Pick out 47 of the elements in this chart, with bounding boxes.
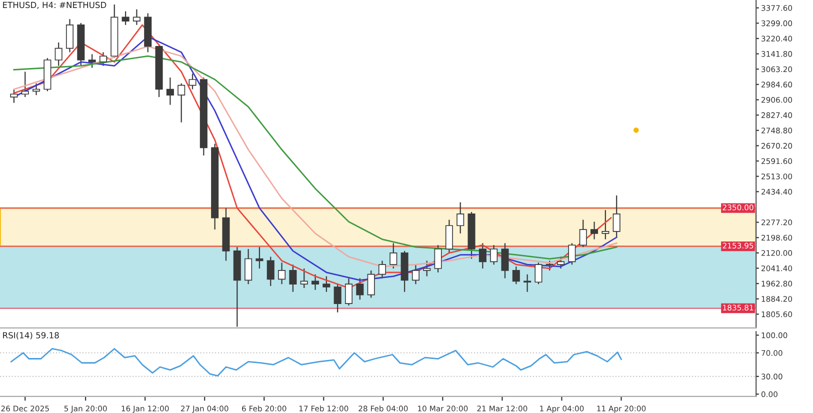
candlestick	[546, 260, 554, 271]
candlestick	[178, 82, 186, 123]
candlestick	[390, 242, 398, 270]
candlestick	[122, 10, 130, 26]
candlestick	[612, 194, 620, 238]
candlestick	[32, 82, 40, 96]
candlestick	[322, 276, 330, 292]
candlestick	[132, 8, 140, 26]
candlestick	[300, 268, 308, 289]
candlestick	[21, 71, 29, 98]
candlestick	[54, 42, 62, 66]
candlestick	[66, 18, 74, 53]
candlestick	[602, 209, 610, 240]
line-series	[10, 348, 622, 377]
candlestick	[579, 219, 587, 248]
candlestick	[512, 266, 520, 285]
candlestick	[434, 244, 442, 273]
candlestick	[534, 262, 542, 285]
candlestick	[244, 248, 252, 285]
candlestick	[524, 274, 532, 292]
candlestick	[378, 260, 386, 279]
candlestick	[590, 221, 598, 240]
candlestick	[356, 278, 364, 300]
candlestick	[367, 270, 375, 298]
candlestick	[423, 260, 431, 277]
candlestick	[278, 262, 286, 285]
candlestick	[88, 54, 96, 68]
candlestick	[10, 88, 18, 104]
candlestick	[334, 284, 342, 313]
candlestick	[99, 52, 107, 66]
candlestick	[557, 256, 565, 270]
candlestick	[188, 73, 196, 90]
candlestick	[289, 264, 297, 292]
candlestick	[266, 256, 274, 287]
candlestick	[445, 219, 453, 254]
chart-title: ETHUSD, H4: #NETHUSD	[3, 2, 106, 9]
candlestick	[490, 244, 498, 266]
chart-title: RSI(14) 59.18	[3, 332, 59, 340]
candlestick	[501, 242, 509, 279]
candlestick	[344, 278, 353, 306]
candlestick	[568, 242, 576, 266]
candlestick	[256, 246, 264, 270]
candlestick	[412, 264, 420, 285]
candlestick	[166, 76, 174, 106]
candlestick	[478, 242, 486, 270]
candlestick	[456, 202, 464, 234]
candlestick	[312, 274, 320, 290]
